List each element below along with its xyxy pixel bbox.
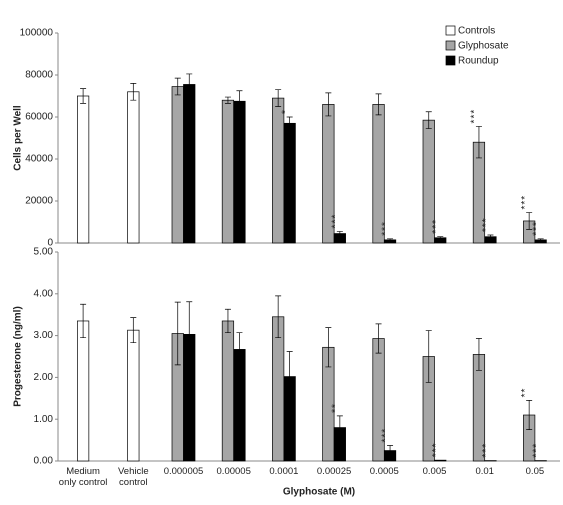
bar [221, 99, 235, 244]
bar [76, 95, 90, 244]
error-bar [375, 323, 382, 354]
error-bar [425, 330, 432, 383]
y-tick-label: 5.00 [34, 247, 54, 258]
error-bar [336, 231, 343, 236]
y-axis-title: Cells per Well [13, 105, 24, 171]
error-bar [275, 295, 282, 339]
bar [233, 100, 246, 244]
x-tick-label: 0.05 [525, 466, 545, 477]
significance-label: *** [381, 428, 392, 443]
bar [171, 86, 184, 244]
error-bar [526, 400, 533, 430]
error-bar [425, 111, 432, 129]
significance-label: *** [481, 443, 492, 458]
error-bar [130, 317, 137, 344]
bar [434, 459, 447, 462]
error-bar [387, 445, 394, 456]
bar [183, 84, 196, 244]
error-bar [336, 415, 343, 440]
y-tick-label: 3.00 [34, 330, 54, 341]
legend-swatch [445, 40, 456, 51]
legend-label: Controls [458, 26, 495, 37]
x-tick-label: 0.0005 [369, 466, 399, 477]
x-tick-label: 0.0001 [269, 466, 299, 477]
bar [272, 316, 285, 462]
bar [127, 91, 140, 244]
significance-label: *** [531, 443, 542, 458]
significance-label: *** [481, 217, 492, 232]
significance-label: *** [470, 109, 481, 124]
y-tick-label: 2.00 [34, 372, 54, 383]
significance-label: *** [520, 195, 531, 210]
legend-swatch [445, 55, 456, 66]
error-bar [174, 301, 181, 366]
y-tick-label: 4.00 [34, 288, 54, 299]
error-bar [174, 77, 181, 96]
error-bar [130, 83, 137, 101]
error-bar [80, 88, 87, 104]
x-tick-label: 0.000005 [163, 466, 204, 477]
error-bar [475, 126, 482, 159]
y-tick-label: 40000 [25, 154, 53, 165]
significance-label: * [280, 109, 291, 114]
y-tick-label: 20000 [25, 196, 53, 207]
significance-label: *** [431, 442, 442, 457]
error-bar [224, 308, 231, 334]
error-bar [475, 338, 482, 371]
error-bar [186, 301, 193, 368]
bar [76, 320, 90, 462]
error-bar [286, 116, 293, 130]
y-tick-label: 60000 [25, 112, 53, 123]
error-bar [186, 73, 193, 96]
legend-label: Roundup [458, 56, 499, 67]
bar [272, 97, 285, 244]
y-tick-label: 1.00 [34, 414, 54, 425]
y-axis-title: Progesterone (ng/ml) [13, 306, 24, 407]
error-bar [375, 93, 382, 116]
significance-label: ** [330, 403, 341, 413]
error-bar [325, 92, 332, 117]
significance-label: ** [520, 388, 531, 398]
significance-label: *** [330, 214, 341, 229]
significance-label: *** [431, 219, 442, 234]
bar [283, 122, 296, 244]
y-tick-label: 0 [47, 238, 53, 249]
x-tick-label: 0.005 [422, 466, 447, 477]
legend-label: Glyphosate [458, 41, 509, 52]
legend-swatch [445, 25, 456, 36]
x-tick-label: 0.00025 [316, 466, 352, 477]
x-tick-label: 0.00005 [216, 466, 251, 477]
y-tick-label: 100000 [20, 28, 54, 39]
error-bar [387, 238, 394, 242]
error-bar [537, 238, 544, 242]
error-bar [236, 90, 243, 113]
bar [221, 320, 235, 462]
error-bar [526, 212, 533, 230]
x-tick-label: Medium only control [58, 466, 108, 488]
error-bar [80, 303, 87, 339]
y-tick-label: 80000 [25, 70, 53, 81]
x-axis-title: Glyphosate (M) [283, 487, 355, 498]
x-tick-label: Vehicle control [117, 466, 149, 488]
error-bar [286, 351, 293, 402]
error-bar [275, 89, 282, 107]
error-bar [437, 236, 444, 240]
significance-label: *** [531, 221, 542, 236]
error-bar [487, 234, 494, 239]
significance-label: *** [381, 221, 392, 236]
error-bar [236, 332, 243, 367]
y-tick-label: 0.00 [34, 456, 54, 467]
x-tick-label: 0.01 [475, 466, 494, 477]
error-bar [325, 327, 332, 368]
bar [127, 329, 140, 462]
error-bar [224, 96, 231, 104]
